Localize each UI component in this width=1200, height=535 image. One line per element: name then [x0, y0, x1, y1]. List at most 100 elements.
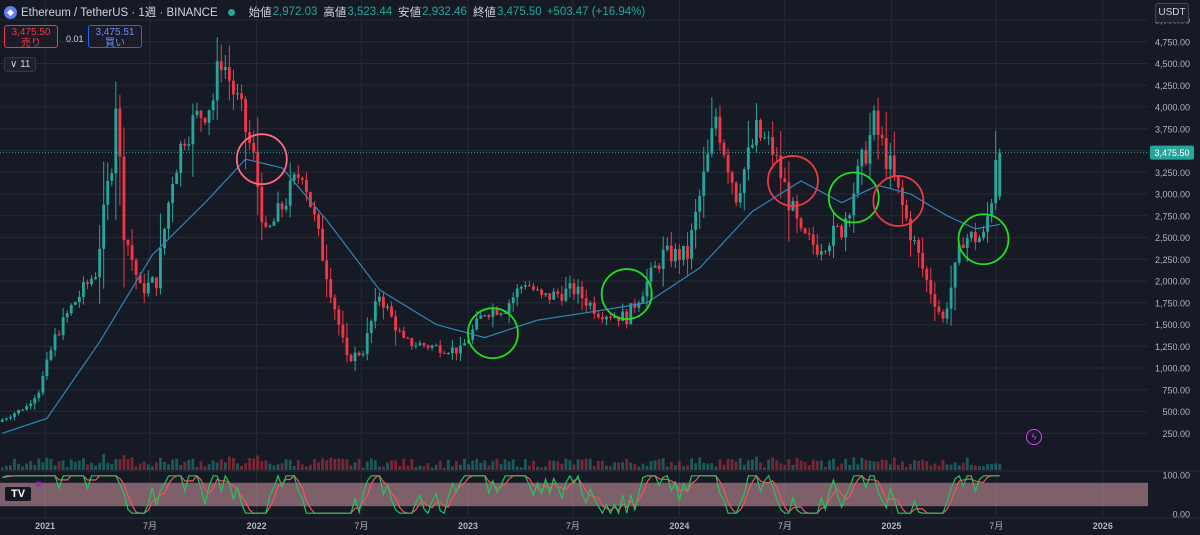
time-tick-label: 2024: [669, 521, 689, 531]
candle-body: [856, 166, 860, 194]
candle-body: [369, 321, 373, 334]
currency-selector[interactable]: USDT: [1155, 3, 1189, 23]
volume-bar: [649, 460, 653, 470]
low-label: 安値: [398, 7, 422, 19]
volume-bar: [69, 459, 73, 470]
high-value: 3,523.44: [347, 6, 393, 18]
volume-bar: [523, 459, 527, 470]
volume-bar: [41, 462, 45, 470]
candle-body: [828, 245, 831, 252]
volume-bar: [519, 467, 523, 470]
volume-bar: [961, 462, 965, 470]
sell-price: 3,475.50: [11, 27, 51, 38]
volume-bar: [386, 462, 389, 470]
candle-body: [836, 225, 839, 227]
volume-bar: [45, 457, 49, 470]
volume-bar: [686, 465, 689, 470]
volume-bar: [905, 466, 908, 470]
volume-bar: [106, 462, 110, 470]
volume-bars: [0, 454, 1002, 470]
candle-body: [872, 110, 876, 135]
candle-body: [896, 176, 900, 188]
volume-bar: [459, 464, 462, 470]
candle-body: [487, 315, 491, 317]
buy-label: 買い: [105, 38, 125, 49]
time-tick-label: 2026: [1093, 521, 1113, 531]
volume-bar: [236, 463, 239, 470]
candle-body: [633, 303, 637, 308]
volume-bar: [965, 457, 969, 470]
indicator-toggle-button[interactable]: ∨ 11: [4, 57, 37, 72]
candle-body: [844, 218, 848, 238]
candle-body: [321, 228, 325, 261]
volume-bar: [81, 458, 85, 470]
volume-bar: [37, 458, 41, 470]
volume-bar: [77, 460, 81, 470]
volume-bar: [779, 463, 783, 470]
symbol-title[interactable]: Ethereum / TetherUS · 1週 · BINANCE: [21, 7, 218, 19]
volume-bar: [990, 463, 994, 470]
volume-bar: [17, 463, 20, 470]
volume-bar: [248, 458, 252, 470]
candle-body: [349, 355, 353, 362]
volume-bar: [0, 467, 4, 470]
candle-body: [738, 192, 742, 203]
volume-bar: [353, 462, 357, 470]
candle-body: [106, 180, 110, 205]
candle-body: [122, 156, 126, 240]
volume-bar: [596, 460, 600, 470]
volume-bar: [560, 463, 564, 470]
candle-body: [609, 316, 612, 318]
candle-body: [479, 315, 483, 319]
lightning-icon[interactable]: ϟ: [1026, 429, 1042, 445]
volume-bar: [949, 464, 953, 470]
candle-body: [746, 147, 750, 170]
price-tick-label: 4,750.00: [1155, 37, 1190, 47]
volume-bar: [175, 458, 179, 470]
volume-bar: [438, 460, 442, 470]
volume-bar: [309, 464, 312, 470]
candle-body: [386, 306, 389, 308]
volume-bar: [600, 460, 604, 470]
candle-body: [357, 352, 361, 356]
candle-body: [961, 244, 965, 249]
candle-body: [913, 240, 916, 242]
candle-body: [864, 149, 868, 164]
candle-body: [114, 108, 118, 174]
volume-bar: [807, 465, 811, 470]
volume-bar: [9, 465, 12, 470]
volume-bar: [110, 463, 114, 470]
volume-bar: [580, 459, 584, 470]
volume-bar: [94, 465, 97, 470]
candle-body: [418, 343, 422, 346]
buy-button[interactable]: 3,475.51 買い: [88, 25, 142, 49]
candle-body: [398, 330, 402, 332]
volume-bar: [742, 464, 746, 470]
volume-bar: [613, 462, 616, 470]
candle-body: [126, 239, 130, 246]
candle-body: [584, 298, 588, 306]
candle-body: [110, 173, 114, 181]
close-label: 終値: [472, 7, 496, 19]
volume-bar: [945, 464, 949, 470]
change-value: +503.47 (+16.94%): [546, 6, 646, 18]
candle-body: [268, 225, 272, 227]
volume-bar: [369, 458, 373, 470]
sell-button[interactable]: 3,475.50 売り: [4, 25, 58, 49]
candle-body: [645, 281, 649, 297]
volume-bar: [726, 458, 730, 470]
volume-bar: [499, 463, 503, 470]
volume-bar: [730, 459, 734, 470]
candle-body: [653, 265, 657, 268]
candle-body: [203, 118, 207, 123]
candle-body: [763, 137, 766, 139]
volume-bar: [49, 458, 53, 470]
volume-bar: [410, 459, 414, 470]
candle-body: [25, 405, 29, 410]
candle-body: [483, 315, 487, 317]
volume-bar: [264, 460, 268, 470]
volume-bar: [300, 464, 304, 470]
candle-body: [710, 128, 714, 154]
settings-gear-icon[interactable]: ✷: [34, 479, 44, 491]
